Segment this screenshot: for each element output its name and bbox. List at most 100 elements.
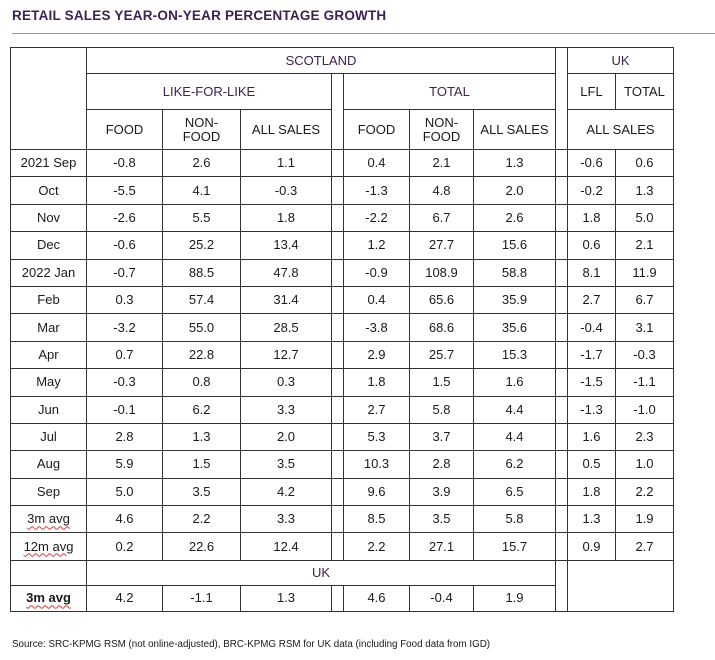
row-label: Sep	[10, 477, 87, 507]
column-gap	[331, 340, 344, 370]
scot-lfl-nonfood-cell: 55.0	[162, 313, 241, 342]
scot-lfl-all-cell: 1.1	[240, 148, 332, 178]
row-label: Aug	[10, 450, 87, 479]
scot-total-food-cell: 1.8	[343, 368, 410, 397]
scot-lfl-all-cell: 31.4	[240, 285, 332, 315]
column-gap	[331, 148, 344, 178]
uk-lfl-cell: 1.6	[567, 422, 616, 452]
uk-header: UK	[567, 47, 674, 74]
uk-total-cell: -1.1	[615, 368, 674, 397]
uk-total-cell: -0.3	[615, 340, 674, 370]
scot-lfl-all-cell: 3.3	[240, 395, 332, 424]
all-sales-header: ALL SALES	[240, 109, 332, 150]
column-gap	[555, 559, 568, 612]
table-row: Apr 0.7 22.8 12.7 2.9 25.7 15.3 -1.7 -0.3	[10, 340, 674, 370]
row-label: Feb	[10, 285, 87, 315]
scot-total-food-cell: 2.9	[343, 340, 410, 370]
scot-lfl-food-cell: 5.0	[86, 477, 163, 507]
scot-lfl-food-cell: 0.2	[86, 532, 163, 561]
uk-section-cell: 4.6	[343, 584, 410, 612]
scot-lfl-nonfood-cell: 6.2	[162, 395, 241, 424]
row-label: 2021 Sep	[10, 148, 87, 178]
column-gap	[331, 313, 344, 342]
scot-total-all-cell: 35.9	[473, 285, 556, 315]
scot-total-food-cell: 0.4	[343, 285, 410, 315]
scot-total-nonfood-cell: 108.9	[409, 258, 474, 287]
all-sales-header: ALL SALES	[473, 109, 556, 150]
total-header: TOTAL	[343, 73, 556, 110]
scot-lfl-food-cell: 0.3	[86, 285, 163, 315]
scot-total-all-cell: 4.4	[473, 422, 556, 452]
scot-total-all-cell: 1.3	[473, 148, 556, 178]
scot-total-food-cell: -2.2	[343, 203, 410, 233]
scot-total-nonfood-cell: 65.6	[409, 285, 474, 315]
column-gap	[555, 203, 568, 233]
corner-cell	[10, 559, 87, 586]
scot-total-food-cell: 8.5	[343, 505, 410, 534]
scot-lfl-all-cell: 2.0	[240, 422, 332, 452]
uk-section-cell: 4.2	[86, 584, 163, 612]
uk-section-row: 3m avg 4.2 -1.1 1.3 4.6 -0.4 1.9	[10, 584, 674, 612]
uk-total-cell: 0.6	[615, 148, 674, 178]
uk-lfl-cell: -0.6	[567, 148, 616, 178]
uk-total-cell: 2.7	[615, 532, 674, 561]
scot-lfl-nonfood-cell: 3.5	[162, 477, 241, 507]
uk-total-cell: 11.9	[615, 258, 674, 287]
row-label: May	[10, 368, 87, 397]
uk-section-cell: 1.3	[240, 584, 332, 612]
scot-total-all-cell: 58.8	[473, 258, 556, 287]
uk-total-cell: 1.3	[615, 176, 674, 205]
scot-lfl-nonfood-cell: 5.5	[162, 203, 241, 233]
scot-total-nonfood-cell: 1.5	[409, 368, 474, 397]
scot-total-all-cell: 15.3	[473, 340, 556, 370]
uk-lfl-cell: 2.7	[567, 285, 616, 315]
scot-total-nonfood-cell: 2.8	[409, 450, 474, 479]
like-for-like-header: LIKE-FOR-LIKE	[86, 73, 332, 110]
scot-total-nonfood-cell: 27.7	[409, 231, 474, 260]
column-gap	[331, 231, 344, 260]
column-gap	[331, 395, 344, 424]
scot-lfl-food-cell: -0.6	[86, 231, 163, 260]
scot-lfl-all-cell: -0.3	[240, 176, 332, 205]
scot-lfl-all-cell: 12.4	[240, 532, 332, 561]
table-title: RETAIL SALES YEAR-ON-YEAR PERCENTAGE GRO…	[12, 8, 387, 23]
scot-total-nonfood-cell: 3.7	[409, 422, 474, 452]
uk-total-cell: 2.3	[615, 422, 674, 452]
table-row: Dec -0.6 25.2 13.4 1.2 27.7 15.6 0.6 2.1	[10, 231, 674, 260]
uk-section-cell: -1.1	[162, 584, 241, 612]
scot-total-nonfood-cell: 4.8	[409, 176, 474, 205]
row-label: Nov	[10, 203, 87, 233]
food-header: FOOD	[343, 109, 410, 150]
non-food-header: NON- FOOD	[409, 109, 474, 150]
scot-lfl-all-cell: 47.8	[240, 258, 332, 287]
column-gap	[555, 176, 568, 205]
column-gap	[331, 73, 344, 150]
scot-lfl-nonfood-cell: 25.2	[162, 231, 241, 260]
uk-lfl-cell: 0.5	[567, 450, 616, 479]
uk-lfl-cell: 1.3	[567, 505, 616, 534]
table-row: Aug 5.9 1.5 3.5 10.3 2.8 6.2 0.5 1.0	[10, 450, 674, 479]
column-gap	[555, 422, 568, 452]
scot-lfl-nonfood-cell: 57.4	[162, 285, 241, 315]
uk-total-cell: 2.1	[615, 231, 674, 260]
column-gap	[331, 203, 344, 233]
row-label: 2022 Jan	[10, 258, 87, 287]
scot-total-food-cell: 0.4	[343, 148, 410, 178]
scot-total-food-cell: 1.2	[343, 231, 410, 260]
table-row: May -0.3 0.8 0.3 1.8 1.5 1.6 -1.5 -1.1	[10, 368, 674, 397]
table-row: Nov -2.6 5.5 1.8 -2.2 6.7 2.6 1.8 5.0	[10, 203, 674, 233]
uk-lfl-cell: -1.5	[567, 368, 616, 397]
row-label: Oct	[10, 176, 87, 205]
food-header: FOOD	[86, 109, 163, 150]
scot-total-food-cell: -1.3	[343, 176, 410, 205]
scot-lfl-nonfood-cell: 22.6	[162, 532, 241, 561]
column-gap	[331, 450, 344, 479]
non-food-header: NON- FOOD	[162, 109, 241, 150]
scot-total-all-cell: 2.0	[473, 176, 556, 205]
lfl-header: LFL	[567, 73, 616, 110]
scot-total-all-cell: 15.7	[473, 532, 556, 561]
scot-total-all-cell: 5.8	[473, 505, 556, 534]
scot-lfl-all-cell: 4.2	[240, 477, 332, 507]
column-gap	[555, 47, 568, 150]
scot-total-nonfood-cell: 6.7	[409, 203, 474, 233]
